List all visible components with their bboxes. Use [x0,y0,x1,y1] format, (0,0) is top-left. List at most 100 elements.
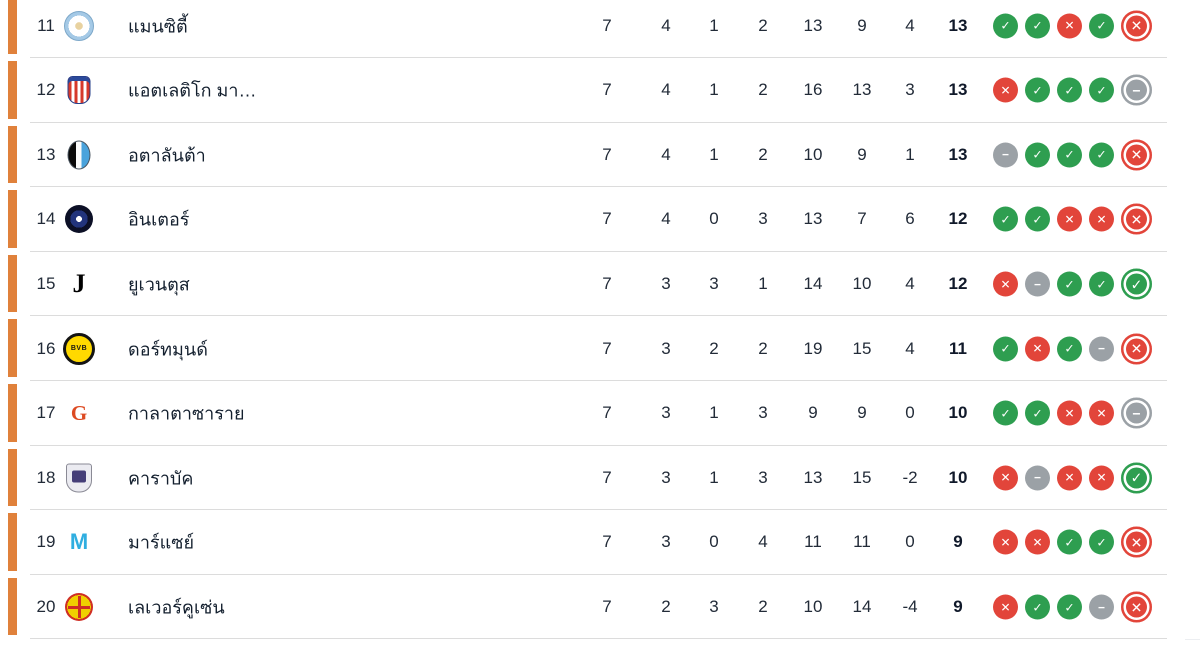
form-win-icon[interactable]: ✓ [1025,142,1050,168]
form-loss-icon[interactable]: ✕ [1121,526,1152,558]
form-loss-icon[interactable]: ✕ [993,529,1018,555]
win-glyph: ✓ [1000,212,1011,227]
form-loss-icon[interactable]: ✕ [1057,206,1082,232]
stat-points: 13 [948,144,968,164]
form-loss-icon[interactable]: ✕ [1025,336,1050,362]
form-win-icon[interactable]: ✓ [1089,529,1114,555]
form-icons: ✕ − ✓ ✓ ✓ [993,268,1152,300]
win-glyph: ✓ [1032,83,1043,98]
table-row[interactable]: 20 เลเวอร์คูเซ่น 7 2 3 2 10 14 -4 9 ✕ ✓ ✓ −… [0,574,1200,640]
form-loss-icon[interactable]: ✕ [1121,10,1152,42]
table-row[interactable]: 16 BVB ดอร์ทมุนด์ 7 3 2 2 19 15 4 11 ✓ ✕ ✓… [0,316,1200,381]
form-draw-icon[interactable]: − [1025,271,1050,297]
form-win-icon[interactable]: ✓ [1089,77,1114,103]
form-win-icon[interactable]: ✓ [993,206,1018,232]
win-glyph: ✓ [1096,83,1107,98]
form-loss-icon[interactable]: ✕ [1121,333,1152,365]
form-draw-icon[interactable]: − [1121,397,1152,429]
form-loss-icon[interactable]: ✕ [1057,13,1082,39]
form-win-icon[interactable]: ✓ [1025,77,1050,103]
stat-drawn: 0 [709,209,719,229]
position-number: 17 [36,403,56,423]
loss-glyph: ✕ [1000,470,1011,485]
form-win-icon[interactable]: ✓ [1057,77,1082,103]
form-win-icon[interactable]: ✓ [1089,142,1114,168]
form-loss-icon[interactable]: ✕ [1121,139,1152,171]
form-win-icon[interactable]: ✓ [1025,13,1050,39]
team-name[interactable]: แอตเลติโก มา… [128,80,257,101]
form-loss-icon[interactable]: ✕ [1057,400,1082,426]
form-icons: ✕ ✓ ✓ − ✕ [993,591,1152,623]
table-row[interactable]: 17 G กาลาตาซาราย 7 3 1 3 9 9 0 10 ✓ ✓ ✕ ✕ − [0,380,1200,446]
form-draw-icon[interactable]: − [1089,594,1114,620]
form-win-icon[interactable]: ✓ [1025,400,1050,426]
team-name[interactable]: แมนซิตี้ [128,16,188,37]
group-accent-bar [8,254,17,313]
form-win-icon[interactable]: ✓ [993,336,1018,362]
table-row[interactable]: 13 อตาลันต้า 7 4 1 2 10 9 1 13 − ✓ ✓ ✓ ✕ [0,122,1200,188]
win-glyph: ✓ [1000,18,1011,33]
form-win-icon[interactable]: ✓ [1089,271,1114,297]
form-loss-icon[interactable]: ✕ [1121,591,1152,623]
team-name[interactable]: อตาลันต้า [128,145,206,166]
form-loss-icon[interactable]: ✕ [993,594,1018,620]
stat-lost: 3 [758,403,768,423]
form-loss-icon[interactable]: ✕ [1089,206,1114,232]
win-glyph: ✓ [1064,277,1075,292]
form-draw-icon[interactable]: − [993,142,1018,168]
form-draw-icon[interactable]: − [1089,336,1114,362]
win-glyph: ✓ [1130,469,1143,486]
stat-goal-diff: 4 [905,274,915,294]
team-name[interactable]: ยูเวนตุส [128,274,190,295]
form-win-icon[interactable]: ✓ [993,400,1018,426]
form-loss-icon[interactable]: ✕ [993,271,1018,297]
stat-lost: 4 [758,532,768,552]
form-win-icon[interactable]: ✓ [1025,206,1050,232]
stat-lost: 1 [758,274,768,294]
form-win-icon[interactable]: ✓ [1089,13,1114,39]
table-row[interactable]: 19 M มาร์แซย์ 7 3 0 4 11 11 0 9 ✕ ✕ ✓ ✓ ✕ [0,510,1200,575]
team-name[interactable]: อินเตอร์ [128,209,190,230]
stat-goal-diff: 6 [905,209,915,229]
position-number: 12 [36,80,56,100]
form-win-icon[interactable]: ✓ [1025,594,1050,620]
team-badge-galatasaray-icon: G [65,399,93,428]
group-accent-bar [8,319,17,377]
team-name[interactable]: ดอร์ทมุนด์ [128,339,208,360]
team-name[interactable]: มาร์แซย์ [128,532,195,553]
table-row[interactable]: 12 แอตเลติโก มา… 7 4 1 2 16 13 3 13 ✕ ✓ ✓ ✓… [0,58,1200,123]
form-draw-icon[interactable]: − [1121,74,1152,106]
form-loss-icon[interactable]: ✕ [993,77,1018,103]
form-loss-icon[interactable]: ✕ [1025,529,1050,555]
table-row[interactable]: 15 J ยูเวนตุส 7 3 3 1 14 10 4 12 ✕ − ✓ ✓ ✓ [0,251,1200,317]
stat-goals-against: 15 [852,467,872,487]
form-win-icon[interactable]: ✓ [1057,336,1082,362]
stat-lost: 2 [758,15,768,35]
position-number: 11 [37,15,55,35]
form-loss-icon[interactable]: ✕ [1089,400,1114,426]
form-win-icon[interactable]: ✓ [1121,462,1152,494]
form-win-icon[interactable]: ✓ [1057,529,1082,555]
form-loss-icon[interactable]: ✕ [1121,203,1152,235]
stat-drawn: 3 [709,597,719,617]
group-accent-bar [8,513,17,571]
table-row[interactable]: 18 คาราบัค 7 3 1 3 13 15 -2 10 ✕ − ✕ ✕ ✓ [0,445,1200,511]
form-draw-icon[interactable]: − [1025,465,1050,491]
team-name[interactable]: เลเวอร์คูเซ่น [128,597,225,618]
table-row[interactable]: 14 อินเตอร์ 7 4 0 3 13 7 6 12 ✓ ✓ ✕ ✕ ✕ [0,187,1200,252]
form-win-icon[interactable]: ✓ [993,13,1018,39]
team-name[interactable]: กาลาตาซาราย [128,403,245,424]
form-win-icon[interactable]: ✓ [1121,268,1152,300]
form-win-icon[interactable]: ✓ [1057,142,1082,168]
loss-glyph: ✕ [1096,470,1107,485]
table-row[interactable]: 11 แมนซิตี้ 7 4 1 2 13 9 4 13 ✓ ✓ ✕ ✓ ✕ [0,0,1200,58]
team-name[interactable]: คาราบัค [128,468,194,489]
form-loss-icon[interactable]: ✕ [993,465,1018,491]
form-win-icon[interactable]: ✓ [1057,271,1082,297]
form-loss-icon[interactable]: ✕ [1057,465,1082,491]
form-win-icon[interactable]: ✓ [1057,594,1082,620]
form-loss-icon[interactable]: ✕ [1089,465,1114,491]
team-badge-marseille-icon: M [65,528,93,557]
stat-won: 3 [661,532,671,552]
form-icons: ✓ ✓ ✕ ✕ − [993,397,1152,429]
